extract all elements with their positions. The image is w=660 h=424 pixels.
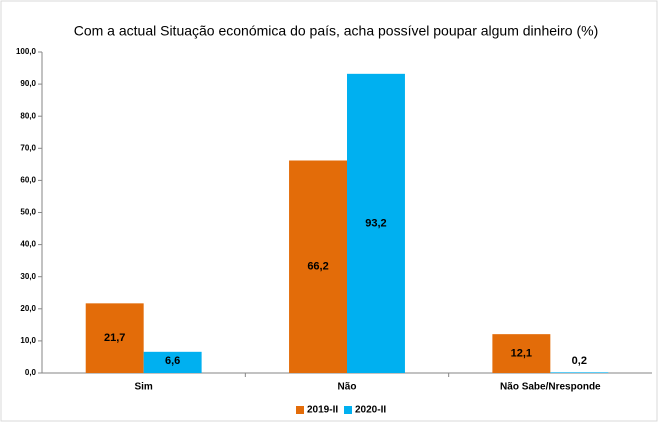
y-tick-label: 60,0 (20, 176, 36, 185)
bar (143, 351, 202, 373)
y-tick-label: 100,0 (16, 47, 37, 56)
value-label: 66,2 (307, 261, 328, 273)
bar (85, 303, 144, 373)
y-tick-label: 90,0 (20, 79, 36, 88)
legend-label: 2019-II (307, 405, 338, 416)
y-tick-label: 20,0 (20, 304, 36, 313)
x-tick-label: Sim (134, 382, 152, 393)
legend-swatch (296, 406, 304, 414)
y-tick-label: 0,0 (25, 368, 37, 377)
bar (347, 73, 405, 373)
y-tick-label: 70,0 (20, 143, 36, 152)
value-label: 6,6 (165, 355, 180, 367)
y-tick-label: 50,0 (20, 208, 36, 217)
value-label: 93,2 (365, 217, 386, 229)
y-tick-label: 40,0 (20, 240, 36, 249)
x-tick-label: Não Sabe/Nresponde (500, 382, 601, 393)
bar (550, 372, 609, 373)
y-tick-label: 80,0 (20, 111, 36, 120)
legend-label: 2020-II (355, 405, 386, 416)
chart-title: Com a actual Situação económica do país,… (74, 23, 599, 39)
bar (289, 160, 347, 373)
y-tick-label: 10,0 (20, 336, 36, 345)
y-tick-label: 30,0 (20, 272, 36, 281)
x-tick-label: Não (338, 382, 357, 393)
legend-swatch (344, 406, 352, 414)
value-label: 0,2 (572, 355, 587, 367)
value-label: 21,7 (104, 332, 125, 344)
value-label: 12,1 (511, 347, 532, 359)
bar (492, 334, 551, 373)
